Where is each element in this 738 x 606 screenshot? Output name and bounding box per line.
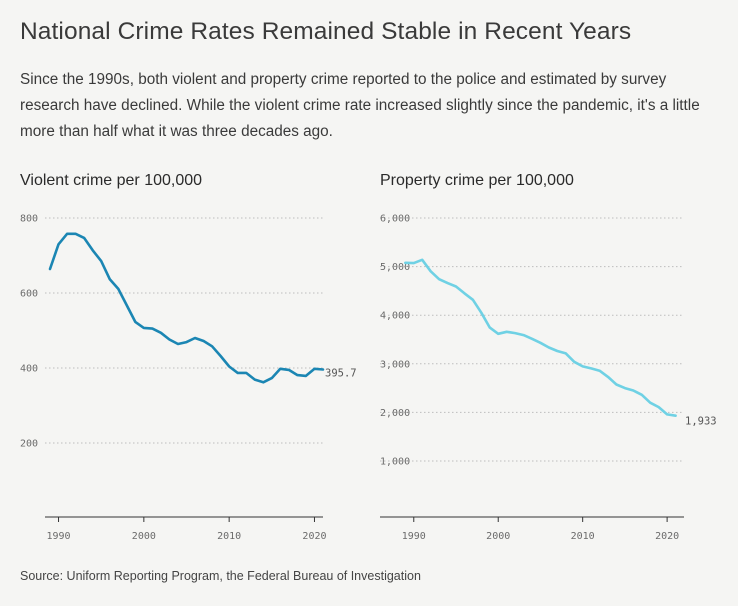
property-y-tick-label: 1,000 (380, 457, 410, 468)
violent-series-line (48, 232, 325, 384)
property-y-tick-label: 2,000 (380, 408, 410, 419)
violent-y-tick-label: 800 (20, 214, 38, 225)
violent-y-tick-label: 400 (20, 364, 38, 375)
violent-x-tick-label: 1990 (46, 531, 70, 542)
violent-x-tick-label: 2020 (302, 531, 326, 542)
property-series-line (403, 258, 677, 418)
property-y-tick-label: 4,000 (380, 311, 410, 322)
property-end-value-label: 1,933 (685, 416, 717, 428)
violent-x-tick-label: 2010 (217, 531, 241, 542)
property-x-tick-label: 2000 (486, 531, 510, 542)
property-x-tick-label: 1990 (402, 531, 426, 542)
violent-end-value-label: 395.7 (325, 368, 357, 380)
property-y-tick-label: 3,000 (380, 359, 410, 370)
property-chart-title: Property crime per 100,000 (380, 172, 574, 189)
violent-y-tick-label: 200 (20, 439, 38, 450)
property-y-tick-label: 6,000 (380, 214, 410, 225)
page-title: National Crime Rates Remained Stable in … (20, 18, 632, 45)
violent-chart-title: Violent crime per 100,000 (20, 172, 203, 189)
property-x-tick-label: 2010 (571, 531, 595, 542)
violent-x-tick-label: 2000 (132, 531, 156, 542)
source-note: Source: Uniform Reporting Program, the F… (20, 569, 421, 583)
property-y-tick-label: 5,000 (380, 262, 410, 273)
property-x-tick-label: 2020 (655, 531, 679, 542)
violent-y-tick-label: 600 (20, 289, 38, 300)
page-subtitle: Since the 1990s, both violent and proper… (20, 71, 700, 140)
